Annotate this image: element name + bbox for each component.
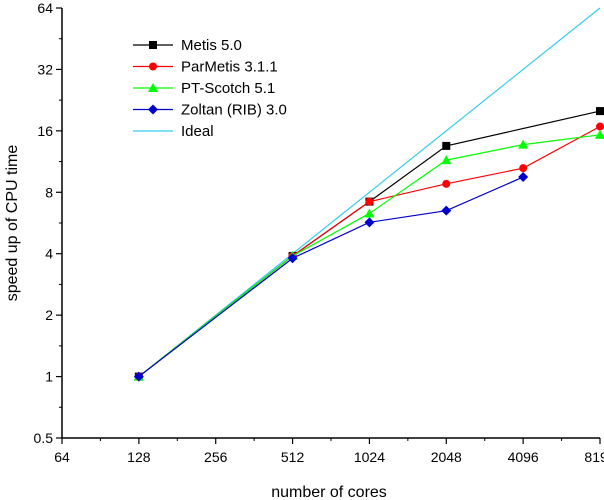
legend-label: ParMetis 3.1.1: [181, 59, 278, 76]
data-point-zoltan-rib-3-0: [287, 253, 298, 264]
data-point-pt-scotch-5-1: [364, 208, 375, 218]
legend-item-metis-5-0: Metis 5.0: [133, 37, 242, 54]
x-tick-label: 8192: [584, 449, 604, 465]
y-tick-label: 16: [37, 123, 53, 139]
legend-item-zoltan-rib-3-0: Zoltan (RIB) 3.0: [133, 102, 287, 119]
legend-marker: [148, 83, 158, 92]
legend-label: Zoltan (RIB) 3.0: [181, 102, 287, 119]
y-tick-label: 0.5: [34, 430, 54, 446]
y-tick-label: 32: [37, 61, 53, 77]
series-parmetis-3-1-1: [134, 122, 604, 381]
data-point-metis-5-0: [442, 141, 451, 150]
series-line-metis-5-0: [138, 110, 601, 378]
data-point-pt-scotch-5-1: [518, 139, 529, 149]
legend-marker: [149, 62, 157, 71]
x-tick-label: 2048: [431, 449, 462, 465]
data-point-parmetis-3-1-1: [442, 179, 451, 188]
x-tick-label: 1024: [354, 449, 385, 465]
x-tick-label: 64: [54, 449, 70, 465]
legend-label: Ideal: [181, 123, 214, 140]
data-point-zoltan-rib-3-0: [518, 172, 529, 183]
ticks: 64 128 256 512 1024 2048 4096 8192 0.5 1 2 4 8 16 32 64: [34, 0, 604, 465]
series-pt-scotch-5-1: [133, 129, 604, 381]
y-tick-label: 2: [45, 307, 53, 323]
legend-item-ideal: Ideal: [133, 123, 214, 140]
series-line-zoltan-rib-3-0: [138, 176, 524, 378]
y-tick-label: 4: [45, 246, 53, 262]
data-point-metis-5-0: [596, 107, 604, 116]
x-tick-label: 512: [281, 449, 305, 465]
data-point-zoltan-rib-3-0: [364, 217, 375, 228]
y-tick-label: 1: [45, 369, 53, 385]
series-line-parmetis-3-1-1: [138, 126, 601, 378]
data-point-parmetis-3-1-1: [596, 122, 604, 131]
legend-label: Metis 5.0: [181, 37, 242, 54]
legend-marker: [149, 41, 157, 49]
data-point-pt-scotch-5-1: [595, 129, 604, 139]
legend-item-parmetis-3-1-1: ParMetis 3.1.1: [133, 59, 278, 76]
series-lines: [133, 7, 604, 382]
data-point-parmetis-3-1-1: [365, 197, 374, 206]
series-metis-5-0: [134, 107, 604, 381]
legend-marker: [148, 104, 158, 115]
x-tick-label: 128: [127, 449, 151, 465]
x-tick-label: 4096: [508, 449, 539, 465]
series-line-ideal: [138, 7, 601, 378]
data-point-zoltan-rib-3-0: [133, 371, 144, 382]
legend-label: PT-Scotch 5.1: [181, 80, 275, 97]
series-zoltan-rib-3-0: [133, 172, 529, 382]
y-tick-label: 64: [37, 0, 53, 16]
series-line-pt-scotch-5-1: [138, 134, 601, 378]
data-point-zoltan-rib-3-0: [441, 205, 452, 216]
data-point-parmetis-3-1-1: [519, 164, 528, 173]
legend-item-pt-scotch-5-1: PT-Scotch 5.1: [133, 80, 275, 97]
x-axis-title: number of cores: [271, 484, 387, 500]
y-tick-label: 8: [45, 184, 53, 200]
data-point-pt-scotch-5-1: [441, 155, 452, 165]
x-tick-label: 256: [204, 449, 228, 465]
series-ideal: [138, 7, 601, 378]
y-axis-title: speed up of CPU time: [4, 145, 21, 302]
legend: Metis 5.0 ParMetis 3.1.1 PT-Scotch 5.1 Zolt…: [133, 37, 287, 140]
